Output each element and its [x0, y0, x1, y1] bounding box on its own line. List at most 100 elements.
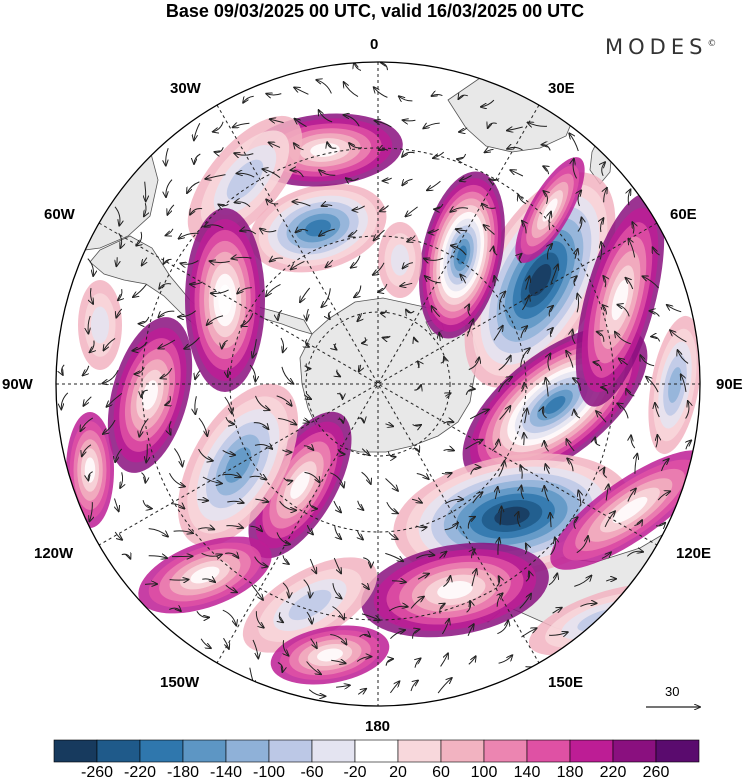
wind-vector [466, 319, 473, 337]
wind-vector [232, 257, 252, 258]
wind-vector [83, 365, 90, 376]
wind-vector [433, 151, 445, 158]
wind-vector [520, 326, 527, 339]
wind-vector [603, 276, 605, 288]
wind-vector [656, 435, 658, 448]
wind-vector [595, 438, 601, 447]
wind-vector [194, 153, 201, 164]
wind-vector [543, 166, 548, 175]
wind-vector [358, 500, 364, 510]
wind-vector [344, 115, 360, 127]
wind-vector [359, 364, 361, 372]
wind-vector [266, 283, 281, 296]
wind-vector [307, 525, 313, 534]
wind-vector [402, 152, 415, 156]
wind-vector [337, 394, 342, 399]
colorbar-box [311, 739, 356, 763]
wind-vector [205, 174, 226, 179]
wind-vector [224, 396, 232, 414]
wind-vector [578, 191, 581, 207]
wind-vector [227, 501, 243, 503]
wind-vector [295, 119, 307, 128]
wind-vector [522, 221, 526, 234]
anomaly-contour [611, 279, 629, 321]
lon-label-60w: 60W [44, 206, 75, 223]
wind-vector [116, 308, 123, 318]
wind-vector [617, 403, 629, 419]
anomaly-contour [288, 589, 332, 621]
wind-vector [670, 330, 687, 343]
wind-vector [496, 576, 500, 587]
wind-vector [566, 439, 575, 452]
wind-vector [241, 313, 254, 326]
wind-vector [171, 504, 184, 509]
colorbar-label: -220 [123, 764, 157, 781]
wind-vector [210, 261, 230, 262]
wind-vector [468, 656, 476, 665]
wind-vector [359, 634, 371, 636]
wind-vector [525, 544, 527, 555]
wind-vector [466, 601, 471, 613]
wind-vector [332, 583, 342, 598]
anomaly-contour [612, 496, 648, 524]
wind-vector [545, 464, 549, 475]
wind-vector [237, 287, 252, 294]
wind-vector [361, 471, 371, 484]
lon-label-90w: 90W [2, 376, 33, 393]
colorbar-box [182, 739, 227, 763]
wind-vector [237, 173, 255, 178]
wind-vector [546, 378, 549, 397]
wind-vector [282, 450, 291, 452]
wind-vector [412, 425, 421, 427]
wind-vector [415, 658, 421, 668]
wind-vector [443, 576, 450, 588]
wind-vector [234, 153, 254, 155]
wind-vector [653, 247, 660, 256]
wind-vector [657, 491, 670, 501]
wind-vector [574, 276, 577, 287]
wind-vector [120, 472, 123, 488]
colorbar-box [655, 739, 700, 763]
wind-vector [468, 358, 479, 371]
wind-vector [363, 557, 371, 568]
wind-vector [460, 275, 465, 284]
wind-vector [252, 639, 258, 659]
wind-vector [601, 218, 604, 233]
colorbar-label: 180 [556, 764, 584, 781]
wind-vector [456, 229, 466, 231]
wind-vector [121, 554, 131, 559]
wind-vector [276, 395, 292, 406]
wind-vector [626, 389, 635, 397]
wind-vector [89, 502, 92, 521]
colorbar-box [354, 739, 399, 763]
wind-vector [493, 326, 503, 341]
wind-vector [550, 513, 551, 528]
wind-vector [626, 278, 634, 290]
wind-vector [331, 660, 345, 663]
wind-vector [174, 448, 182, 466]
wind-vector [686, 440, 691, 450]
wind-vector [321, 288, 331, 307]
wind-vector [617, 305, 630, 317]
wind-vector [635, 454, 637, 474]
wind-vector [526, 276, 530, 290]
wind-vector [573, 159, 578, 179]
wind-vector [292, 202, 311, 207]
wind-vector [439, 552, 447, 559]
wind-vector [465, 440, 483, 450]
wind-vector [207, 315, 224, 325]
wind-vector [270, 119, 284, 123]
wind-vector [253, 422, 269, 430]
wind-vector [472, 492, 483, 504]
wind-vector [485, 149, 494, 152]
wind-vector [604, 188, 607, 203]
wind-vector [187, 181, 200, 193]
wind-vector [574, 517, 578, 530]
wind-vector [410, 597, 424, 609]
wind-vector [500, 507, 502, 526]
wind-vector [643, 276, 659, 289]
wind-vector [494, 276, 495, 287]
wind-vector [80, 417, 94, 431]
wind-vector [90, 340, 94, 353]
wind-vector [226, 526, 243, 528]
